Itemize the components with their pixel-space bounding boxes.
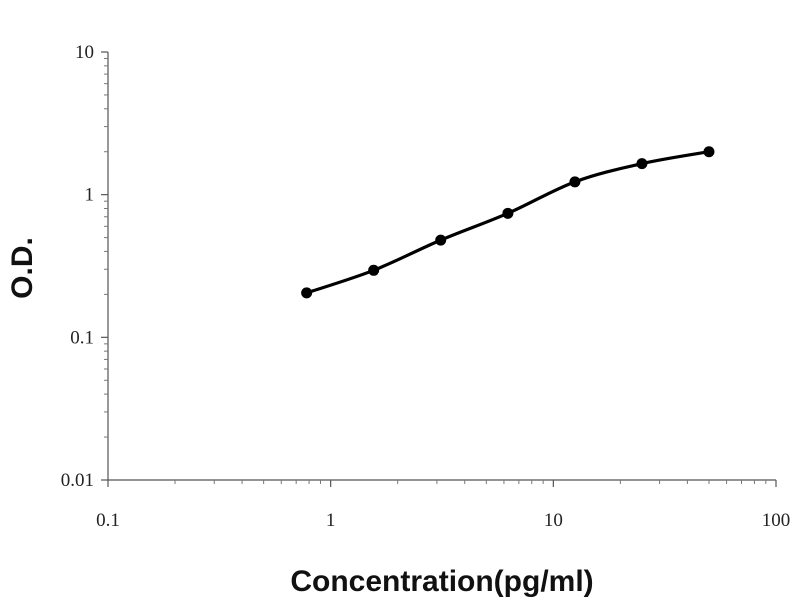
y-axis-title: O.D.	[6, 237, 39, 299]
x-tick-label: 10	[544, 510, 563, 531]
tick-marks	[101, 51, 777, 487]
data-point	[435, 234, 447, 246]
data-point	[636, 158, 648, 170]
y-tick-label: 10	[75, 42, 94, 63]
data-point	[502, 207, 514, 219]
data-point	[301, 287, 313, 299]
x-axis-title: Concentration(pg/ml)	[290, 565, 593, 598]
x-tick-label: 0.1	[96, 510, 120, 531]
data-point	[368, 264, 380, 276]
axes	[107, 52, 776, 481]
y-tick-label: 0.1	[70, 327, 94, 348]
series-line	[305, 150, 711, 295]
y-tick-label: 1	[85, 185, 95, 206]
x-tick-label: 100	[762, 510, 791, 531]
x-tick-label: 1	[326, 510, 336, 531]
data-point	[569, 176, 581, 188]
series-group	[301, 146, 715, 299]
data-point	[703, 146, 715, 158]
y-tick-label: 0.01	[61, 470, 94, 491]
